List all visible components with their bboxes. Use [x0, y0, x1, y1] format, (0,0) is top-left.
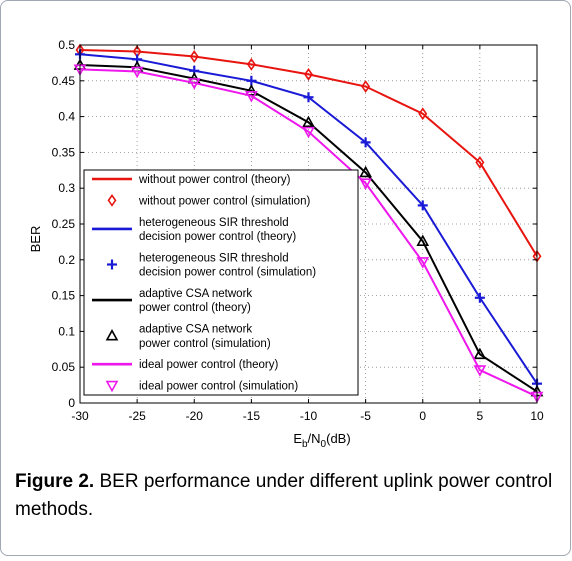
data-point — [359, 178, 372, 190]
legend-label: without power control (simulation) — [138, 195, 310, 207]
y-tick-label: 0.1 — [58, 324, 75, 338]
legend: without power control (theory) without po… — [83, 169, 359, 396]
data-point — [302, 115, 315, 128]
x-tick-label: -20 — [186, 409, 204, 423]
caption-text: BER performance under different uplink p… — [15, 471, 553, 520]
series-layer — [73, 43, 544, 404]
legend-marker-symbol — [105, 380, 119, 393]
series-line — [79, 64, 538, 393]
legend-label: adaptive CSA network — [139, 288, 252, 300]
y-tick-label: 0.25 — [52, 217, 76, 231]
y-tick-label: 0.15 — [52, 289, 76, 303]
y-tick-label: 0.5 — [58, 38, 75, 52]
legend-label: ideal power control (theory) — [139, 359, 279, 371]
legend-label: adaptive CSA network — [139, 324, 252, 336]
x-tick-label: 0 — [419, 409, 426, 423]
y-tick-label: 0.45 — [52, 74, 76, 88]
data-point — [416, 234, 430, 246]
x-tick-label: 10 — [530, 409, 544, 423]
x-tick-label: -15 — [243, 409, 261, 423]
legend-marker-symbol — [107, 259, 117, 270]
x-tick-label: -10 — [300, 409, 318, 423]
figure-caption: Figure 2. BER performance under differen… — [15, 468, 555, 524]
legend-label: decision power control (theory) — [139, 231, 296, 243]
data-point — [418, 107, 428, 121]
series-1 — [75, 43, 542, 263]
data-point — [473, 365, 487, 377]
series-4 — [73, 64, 544, 404]
data-point — [361, 80, 371, 93]
legend-label: ideal power control (simulation) — [139, 381, 298, 393]
data-point — [130, 66, 144, 79]
ber-chart: -30 -25 -20 -15 -10 -5 0 5 10 0 0.05 0.1 0.15 0.2 0.25… — [28, 38, 544, 450]
y-axis-label: BER — [28, 226, 43, 253]
data-point — [187, 78, 201, 90]
series-line — [79, 49, 538, 257]
series-line — [79, 68, 538, 398]
data-point — [416, 257, 430, 269]
data-point — [417, 200, 428, 211]
legend-label: power control (simulation) — [139, 338, 271, 350]
y-tick-label: 0.4 — [58, 110, 75, 124]
y-tick-label: 0.35 — [52, 145, 76, 159]
legend-box — [83, 169, 359, 396]
legend-label: heterogeneous SIR threshold — [139, 217, 289, 229]
legend-marker-symbol — [105, 329, 119, 341]
legend-label: decision power control (simulation) — [139, 267, 316, 279]
y-tick-label: 0.2 — [58, 253, 75, 267]
y-tick-label: 0.05 — [52, 360, 76, 374]
data-point — [359, 165, 372, 178]
legend-label: heterogeneous SIR threshold — [139, 252, 289, 264]
data-point — [473, 347, 487, 360]
data-point — [189, 50, 199, 63]
data-point — [246, 75, 257, 86]
legend-label: without power control (theory) — [138, 174, 291, 186]
legend-marker-symbol — [107, 194, 117, 207]
x-tick-label: -30 — [71, 409, 89, 423]
x-axis-label: Eb/N0(dB) — [293, 431, 350, 450]
data-point — [474, 292, 485, 303]
data-point — [304, 67, 313, 81]
data-point — [303, 92, 314, 103]
x-tick-label: -5 — [360, 409, 371, 423]
axis-ticks: -30 -25 -20 -15 -10 -5 0 5 10 0 0.05 0.1 0.15 0.2 0.25… — [52, 38, 544, 423]
x-tick-label: 5 — [477, 409, 484, 423]
caption-label: Figure 2. — [15, 471, 95, 492]
legend-label: power control (theory) — [139, 302, 251, 314]
x-tick-label: -25 — [128, 409, 146, 423]
y-tick-label: 0 — [68, 396, 75, 410]
data-point — [245, 91, 258, 103]
data-point — [360, 137, 371, 148]
data-point — [302, 126, 315, 139]
data-point — [475, 156, 485, 169]
y-tick-label: 0.3 — [58, 181, 75, 195]
data-point — [246, 57, 256, 71]
